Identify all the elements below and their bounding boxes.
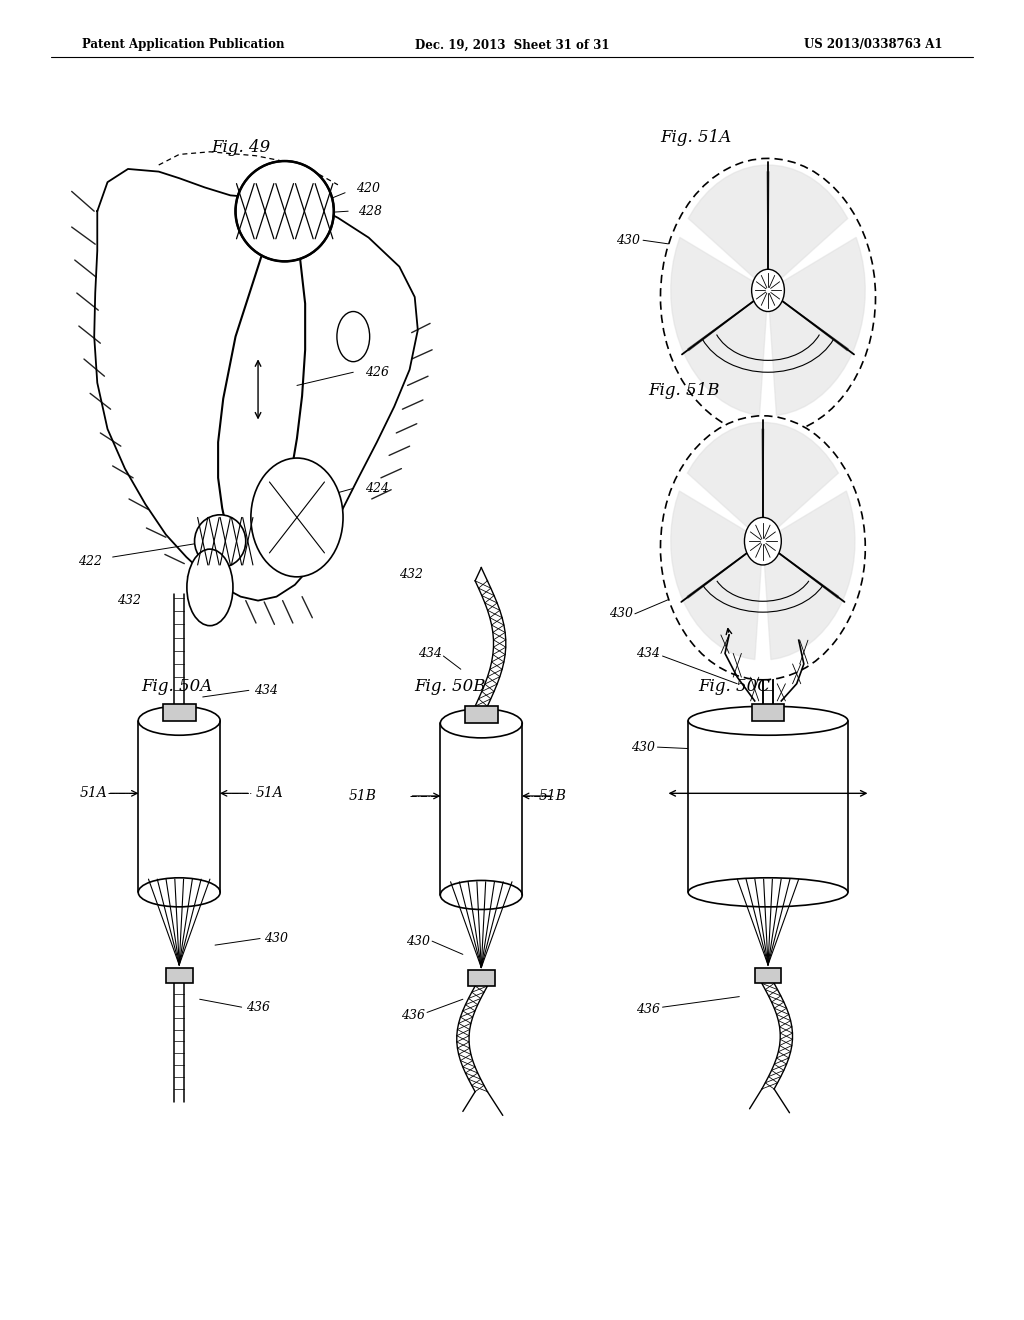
Text: US 2013/0338763 A1: US 2013/0338763 A1 (804, 38, 942, 51)
Text: 51A: 51A (80, 787, 108, 800)
Polygon shape (671, 238, 768, 416)
Bar (163, 704, 196, 721)
Bar (440, 723, 522, 895)
Ellipse shape (440, 880, 522, 909)
Text: Fig. 50A: Fig. 50A (141, 678, 213, 694)
Ellipse shape (688, 878, 848, 907)
Text: 51B: 51B (539, 789, 566, 803)
Polygon shape (94, 169, 418, 601)
Circle shape (660, 158, 876, 436)
Text: 422: 422 (79, 554, 102, 568)
Text: Fig. 51B: Fig. 51B (648, 383, 720, 399)
Bar (688, 721, 848, 892)
Text: 430: 430 (616, 234, 640, 247)
Text: Fig. 50B: Fig. 50B (415, 678, 486, 694)
Text: 424: 424 (365, 482, 388, 495)
Text: 430: 430 (407, 935, 430, 948)
Circle shape (752, 269, 784, 312)
Ellipse shape (186, 549, 232, 626)
Polygon shape (768, 238, 865, 416)
Text: 430: 430 (609, 607, 633, 620)
Text: 436: 436 (401, 1008, 425, 1022)
Text: Fig. 49: Fig. 49 (211, 140, 270, 156)
Polygon shape (671, 491, 763, 660)
Text: 420: 420 (356, 182, 380, 195)
Bar (138, 721, 220, 892)
Text: Patent Application Publication: Patent Application Publication (82, 38, 285, 51)
Text: 430: 430 (264, 932, 288, 945)
Ellipse shape (236, 161, 334, 261)
Ellipse shape (195, 515, 246, 568)
Text: 434: 434 (637, 647, 660, 660)
Polygon shape (687, 422, 839, 541)
Bar (755, 968, 781, 983)
Circle shape (251, 458, 343, 577)
Text: 434: 434 (419, 647, 442, 660)
Polygon shape (763, 491, 855, 660)
Circle shape (660, 416, 865, 680)
Text: 432: 432 (118, 594, 141, 607)
Bar (752, 704, 784, 721)
Polygon shape (688, 165, 848, 290)
Text: 436: 436 (637, 1003, 660, 1016)
Circle shape (744, 517, 781, 565)
Ellipse shape (138, 878, 220, 907)
Bar (468, 970, 495, 986)
Bar (166, 968, 193, 983)
Text: 428: 428 (358, 205, 382, 218)
Text: 51B: 51B (349, 789, 377, 803)
Text: Dec. 19, 2013  Sheet 31 of 31: Dec. 19, 2013 Sheet 31 of 31 (415, 38, 609, 51)
Bar (465, 706, 498, 723)
Ellipse shape (440, 709, 522, 738)
Ellipse shape (688, 706, 848, 735)
Ellipse shape (138, 706, 220, 735)
Text: 426: 426 (365, 366, 388, 379)
Text: 432: 432 (399, 568, 423, 581)
Text: Fig. 50C: Fig. 50C (698, 678, 770, 694)
Text: 430: 430 (632, 741, 655, 754)
Text: 434: 434 (254, 684, 278, 697)
Ellipse shape (337, 312, 370, 362)
Text: 436: 436 (246, 1001, 269, 1014)
Text: 51A: 51A (256, 787, 284, 800)
Text: Fig. 51A: Fig. 51A (660, 129, 732, 145)
